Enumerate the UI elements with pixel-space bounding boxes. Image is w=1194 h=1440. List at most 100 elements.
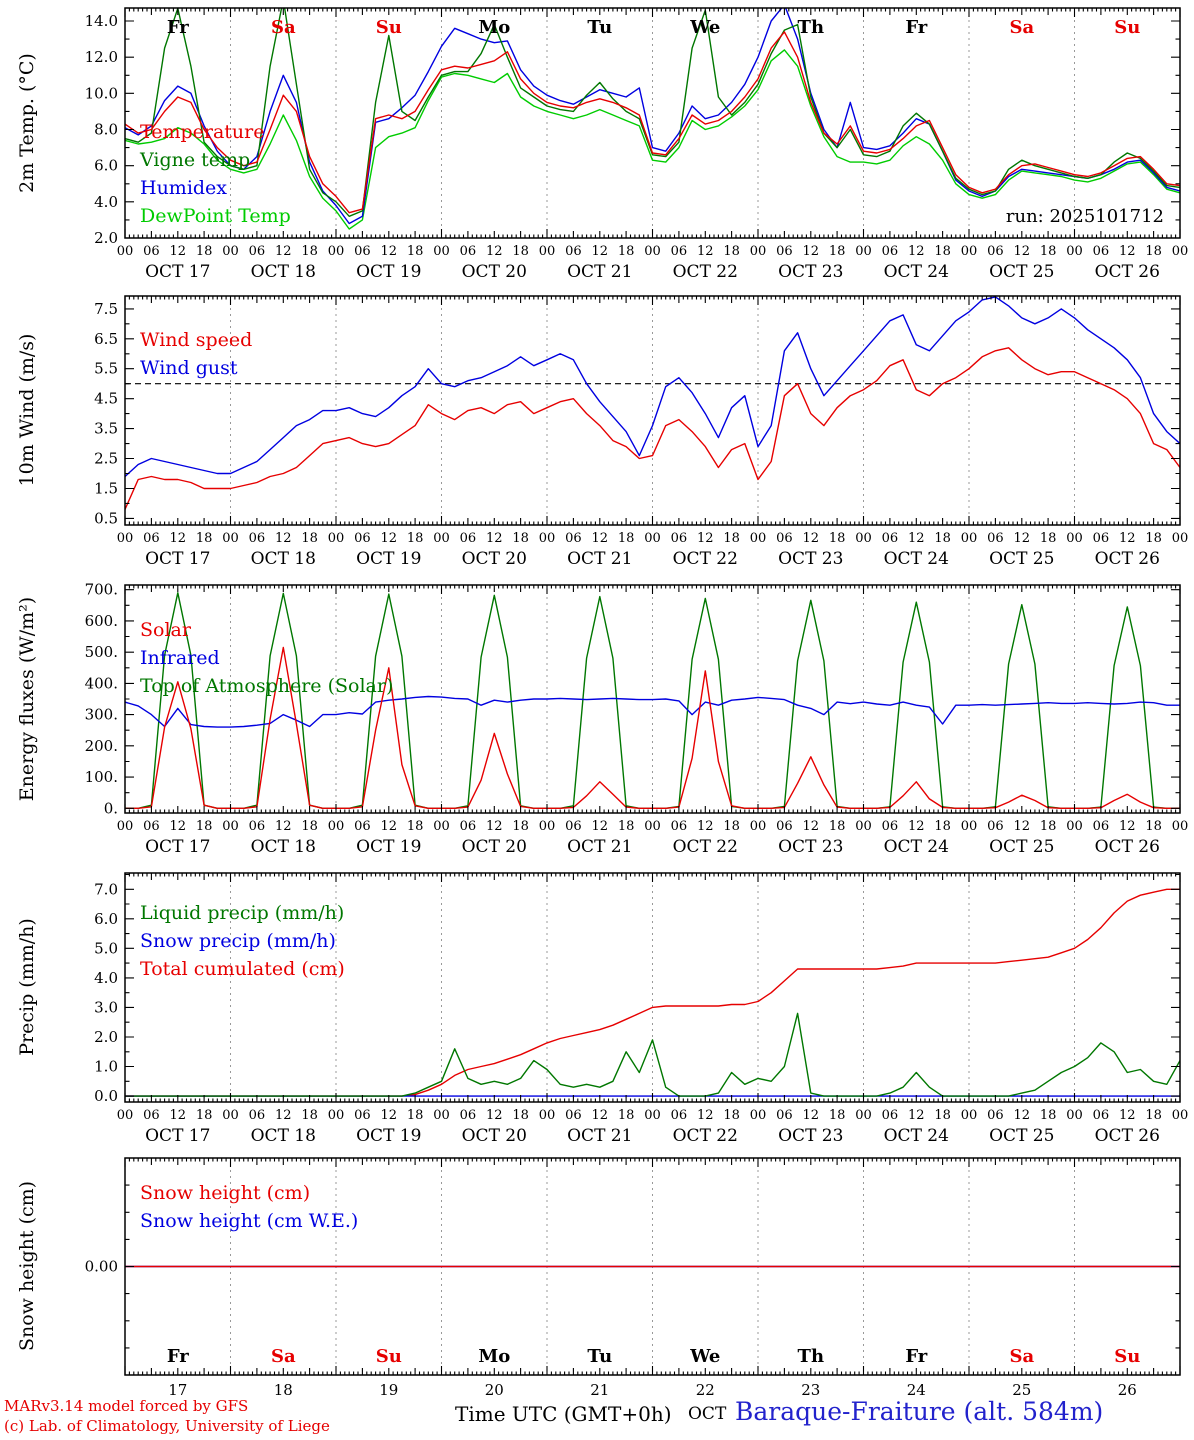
x-hour-label: 12 [275, 819, 292, 834]
x-day-number: 19 [379, 1381, 398, 1399]
y-tick-label: 6.5 [94, 330, 118, 348]
x-hour-label: 06 [882, 1108, 899, 1123]
x-day-number: 23 [801, 1381, 820, 1399]
x-date-label: OCT 26 [1095, 837, 1160, 857]
x-hour-label: 12 [170, 531, 187, 546]
x-hour-label: 18 [1145, 1108, 1162, 1123]
x-hour-label: 18 [407, 819, 424, 834]
x-hour-label: 00 [328, 244, 345, 259]
x-hour-label: 12 [170, 819, 187, 834]
x-hour-label: 00 [1066, 819, 1083, 834]
series-line-wind-speed [125, 347, 1180, 510]
x-date-label: OCT 20 [462, 262, 527, 282]
x-date-label: OCT 22 [673, 837, 738, 857]
x-hour-label: 00 [539, 819, 556, 834]
x-hour-label: 06 [671, 1108, 688, 1123]
x-hour-label: 06 [987, 244, 1004, 259]
x-hour-label: 12 [803, 1108, 820, 1123]
x-day-number: 25 [1012, 1381, 1031, 1399]
y-tick-label: 7.5 [94, 300, 118, 318]
x-hour-label: 06 [987, 1108, 1004, 1123]
x-hour-label: 18 [829, 1108, 846, 1123]
y-tick-label: 5.5 [94, 360, 118, 378]
x-hour-label: 12 [1014, 1108, 1031, 1123]
day-of-week-label: Th [798, 17, 824, 38]
x-hour-label: 06 [565, 244, 582, 259]
x-hour-label: 12 [486, 244, 503, 259]
x-hour-label: 12 [486, 531, 503, 546]
legend-snow-height-we: Snow height (cm W.E.) [140, 1210, 359, 1232]
x-hour-label: 18 [829, 244, 846, 259]
x-day-number: 18 [274, 1381, 293, 1399]
x-date-label: OCT 18 [251, 1126, 316, 1146]
x-hour-label: 18 [1145, 244, 1162, 259]
y-tick-label: 2.0 [94, 1028, 118, 1046]
x-hour-label: 12 [381, 819, 398, 834]
x-date-label: OCT 24 [884, 837, 949, 857]
x-day-number: 20 [485, 1381, 504, 1399]
x-hour-label: 00 [1066, 244, 1083, 259]
y-tick-label: 700. [85, 581, 118, 599]
day-of-week-label: Tu [587, 17, 612, 38]
x-hour-label: 18 [934, 1108, 951, 1123]
x-hour-label: 18 [512, 244, 529, 259]
y-tick-label: 1.5 [94, 480, 118, 498]
y-tick-label: 6.0 [94, 157, 118, 175]
x-hour-label: 12 [697, 1108, 714, 1123]
x-date-label: OCT 19 [356, 549, 421, 569]
x-hour-label: 18 [407, 531, 424, 546]
x-hour-label: 00 [750, 244, 767, 259]
x-day-number: 22 [696, 1381, 715, 1399]
x-date-label: OCT 23 [778, 837, 843, 857]
y-tick-label: 1.0 [94, 1058, 118, 1076]
x-hour-label: 18 [618, 819, 635, 834]
legend-liquid-precip: Liquid precip (mm/h) [140, 902, 345, 924]
x-hour-label: 00 [855, 531, 872, 546]
x-hour-label: 00 [433, 1108, 450, 1123]
legend-vigne-temp: Vigne temp [140, 149, 251, 171]
y-tick-label: 500. [85, 643, 118, 661]
legend-humidex: Humidex [140, 177, 228, 199]
y-tick-label: 12.0 [85, 48, 118, 66]
x-hour-label: 00 [222, 244, 239, 259]
x-date-label: OCT 22 [673, 262, 738, 282]
x-hour-label: 06 [143, 819, 160, 834]
x-hour-label: 12 [592, 819, 609, 834]
x-hour-label: 06 [565, 819, 582, 834]
legend-wind-speed: Wind speed [140, 329, 253, 351]
series-line-dewpoint-temp [125, 49, 1180, 230]
x-hour-label: 06 [882, 819, 899, 834]
day-of-week-label: Sa [1009, 1346, 1034, 1367]
day-of-week-label: Fr [167, 1346, 189, 1367]
y-tick-label: 0.00 [85, 1258, 118, 1276]
x-date-label: OCT 21 [567, 837, 632, 857]
x-hour-label: 18 [723, 819, 740, 834]
x-hour-label: 12 [1014, 819, 1031, 834]
x-hour-label: 06 [776, 1108, 793, 1123]
x-date-label: OCT 24 [884, 1126, 949, 1146]
x-hour-label: 06 [671, 531, 688, 546]
x-hour-label: 00 [433, 244, 450, 259]
y-tick-label: 6.0 [94, 910, 118, 928]
x-hour-label: 06 [1093, 1108, 1110, 1123]
x-hour-label: 06 [882, 531, 899, 546]
x-hour-label: 12 [381, 1108, 398, 1123]
x-hour-label: 18 [196, 1108, 213, 1123]
x-hour-label: 12 [803, 819, 820, 834]
x-hour-label: 00 [433, 819, 450, 834]
legend-snow-height: Snow height (cm) [140, 1182, 311, 1204]
x-date-label: OCT 26 [1095, 262, 1160, 282]
x-hour-label: 06 [354, 244, 371, 259]
legend-wind-gust: Wind gust [140, 357, 238, 379]
x-hour-label: 18 [1040, 531, 1057, 546]
x-hour-label: 06 [1093, 531, 1110, 546]
x-hour-label: 06 [460, 819, 477, 834]
x-hour-label: 12 [1119, 531, 1136, 546]
x-day-number: 17 [168, 1381, 187, 1399]
x-hour-label: 18 [934, 819, 951, 834]
x-hour-label: 12 [697, 244, 714, 259]
day-of-week-label: Fr [905, 17, 927, 38]
x-hour-label: 18 [829, 819, 846, 834]
x-hour-label: 00 [1066, 1108, 1083, 1123]
